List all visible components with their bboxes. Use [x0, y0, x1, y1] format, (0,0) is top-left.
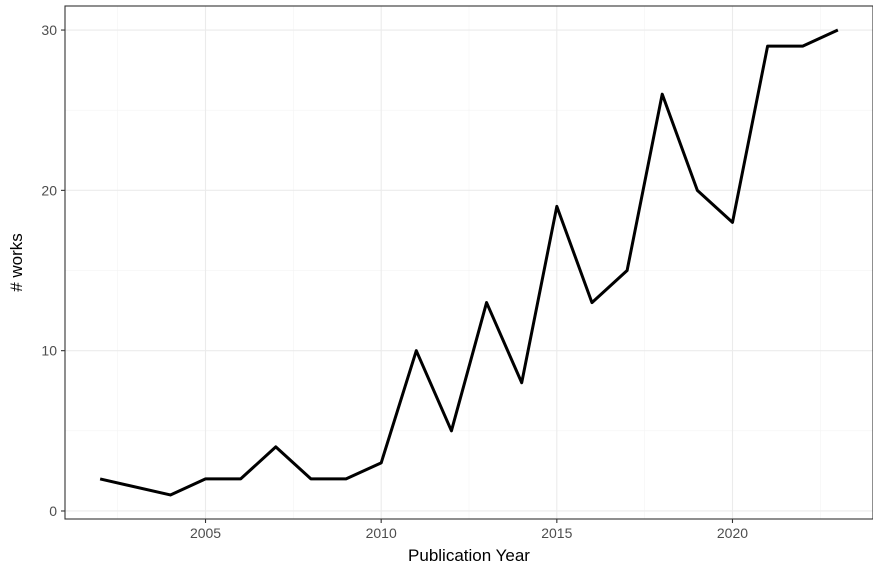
y-tick-label: 0	[49, 503, 57, 519]
series-line	[99, 28, 839, 497]
y-tick-label: 20	[41, 182, 57, 198]
y-tick-label: 10	[41, 343, 57, 359]
plot-panel-border	[64, 5, 873, 520]
x-tick-label: 2005	[190, 525, 221, 541]
y-axis: 0 10 20 30	[41, 22, 65, 519]
series-group	[99, 28, 839, 497]
x-tick-label: 2020	[717, 525, 748, 541]
x-tick-label: 2015	[541, 525, 572, 541]
minor-gridlines	[65, 6, 873, 519]
x-axis-title: Publication Year	[408, 546, 530, 565]
major-gridlines	[65, 6, 873, 519]
x-axis: 2005 2010 2015 2020	[190, 519, 748, 541]
y-axis-title: # works	[7, 233, 26, 292]
y-tick-label: 30	[41, 22, 57, 38]
x-tick-label: 2010	[366, 525, 397, 541]
